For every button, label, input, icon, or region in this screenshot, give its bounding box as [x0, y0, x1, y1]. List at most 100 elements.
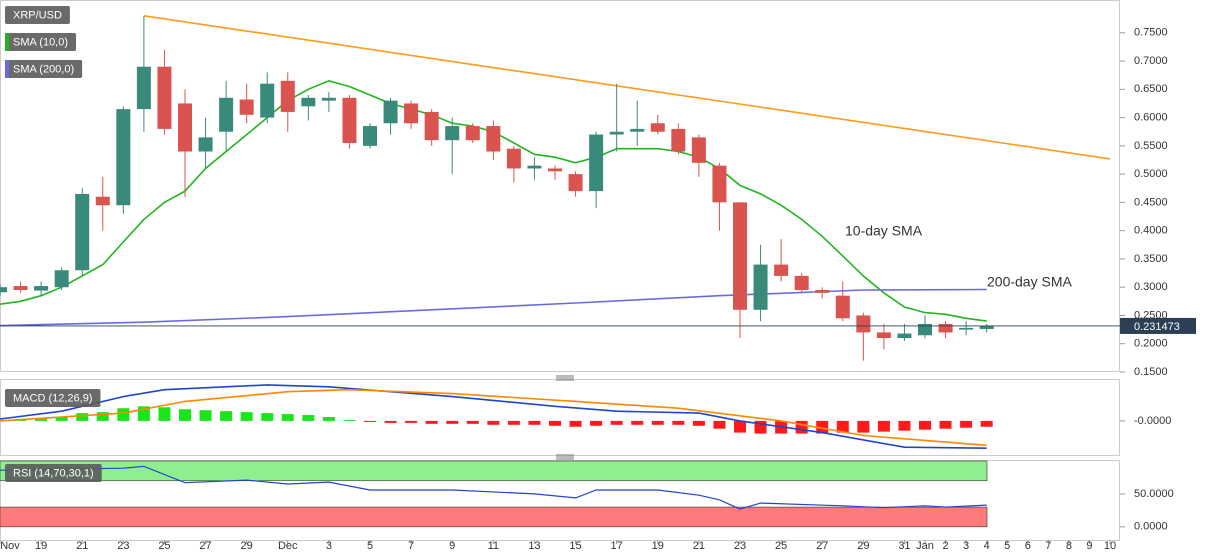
legend-item: SMA (200,0)	[5, 60, 83, 78]
candle-body	[815, 290, 830, 293]
histogram-bar	[343, 419, 356, 421]
x-tick-label: 5	[367, 540, 373, 552]
candle-body	[486, 126, 501, 152]
legend-box	[5, 60, 83, 78]
histogram-bar	[117, 408, 130, 421]
legend-box	[5, 33, 77, 51]
histogram-bar	[55, 417, 68, 421]
histogram-bar	[734, 420, 746, 433]
candle-body	[178, 103, 192, 152]
legend-text: MACD (12,26,9)	[13, 392, 92, 404]
x-tick-label: 9	[1086, 540, 1092, 552]
candle-body	[753, 264, 768, 310]
indicator-line	[0, 384, 987, 449]
histogram-bar	[281, 414, 294, 421]
panel-handle	[556, 375, 574, 460]
legend-text: SMA (10,0)	[13, 36, 68, 48]
histogram-bar	[158, 407, 171, 421]
candle-body	[733, 202, 747, 310]
y-tick-label: 50.0000	[1134, 488, 1174, 500]
histogram-bar	[877, 420, 890, 432]
candle-body	[363, 126, 377, 146]
y-tick-label: 0.1500	[1134, 366, 1168, 378]
y-tick-label: 0.3000	[1134, 281, 1168, 293]
candle-body	[609, 131, 624, 135]
candle-body	[712, 165, 727, 203]
x-tick-label: 19	[35, 540, 47, 552]
y-tick-label: 0.4000	[1134, 225, 1168, 237]
histogram-bar	[816, 420, 829, 434]
histogram-bar	[384, 420, 397, 423]
legend-swatch	[5, 60, 9, 78]
candle-body	[465, 126, 480, 141]
x-tick-label: 21	[76, 540, 88, 552]
candle-body	[260, 83, 275, 118]
candle-body	[568, 174, 583, 192]
candle-body	[280, 80, 295, 112]
y-tick-label: -0.0000	[1134, 415, 1171, 427]
candle-body	[938, 323, 953, 333]
candle-body	[0, 287, 7, 293]
candle-body	[897, 333, 912, 339]
legend-text: XRP/USD	[13, 9, 62, 21]
candle-body	[95, 196, 110, 206]
candle-body	[239, 99, 254, 115]
rsi-band	[0, 506, 988, 528]
histogram-bar	[35, 417, 48, 421]
histogram-bar	[795, 420, 808, 434]
histogram-bar	[425, 420, 438, 424]
x-tick-label: 3	[326, 540, 332, 552]
x-tick-label: 7	[408, 540, 414, 552]
candle-body	[383, 100, 398, 124]
histogram-bar	[261, 413, 274, 421]
candle-body	[136, 66, 151, 110]
candle-body	[157, 66, 172, 129]
legend-item: SMA (10,0)	[5, 33, 77, 51]
x-tick-label: 11	[488, 540, 499, 552]
x-tick-label: 2	[942, 540, 948, 552]
histogram-bar	[302, 415, 315, 421]
candle-body	[691, 137, 706, 163]
x-tick-label: 13	[528, 540, 540, 552]
x-tick-label: 7	[1045, 540, 1051, 552]
histogram-bar	[898, 420, 911, 431]
candle-body	[219, 97, 234, 132]
histogram-bar	[240, 412, 253, 421]
y-tick-label: 0.6500	[1134, 83, 1168, 95]
histogram-bar	[857, 420, 870, 433]
legend-item: MACD (12,26,9)	[5, 389, 101, 407]
last-price-label: 0.231473	[1134, 321, 1180, 333]
y-tick-label: 0.4500	[1134, 196, 1168, 208]
histogram-bar	[919, 420, 931, 430]
x-tick-label: 27	[816, 540, 828, 552]
annotation: 200-day SMA	[987, 274, 1072, 290]
histogram-bar	[672, 420, 685, 425]
candle-body	[13, 286, 28, 291]
x-tick-label: 23	[734, 540, 746, 552]
indicator-line	[0, 288, 987, 327]
candle-body	[445, 126, 460, 141]
legend-box	[5, 464, 102, 482]
x-tick-label: 5	[1004, 540, 1010, 552]
histogram-bar	[446, 420, 459, 424]
histogram-bar	[713, 420, 726, 429]
candle-body	[34, 286, 49, 291]
rsi-band	[0, 460, 988, 482]
candle-body	[835, 295, 850, 319]
rsi-line	[0, 465, 987, 510]
candle-body	[404, 103, 419, 124]
candle-body	[321, 97, 336, 101]
histogram-bar	[466, 420, 479, 424]
candle-body	[794, 275, 809, 291]
candle-body	[650, 123, 665, 132]
histogram-bar	[692, 420, 705, 426]
price-panel	[0, 0, 1120, 372]
candle-body	[671, 128, 686, 152]
y-tick-label: 0.5500	[1134, 140, 1168, 152]
candle-body	[424, 111, 439, 141]
histogram-bar	[507, 420, 520, 425]
histogram-bar	[631, 420, 644, 425]
legend-swatch	[5, 33, 9, 51]
candle-body	[589, 134, 604, 192]
